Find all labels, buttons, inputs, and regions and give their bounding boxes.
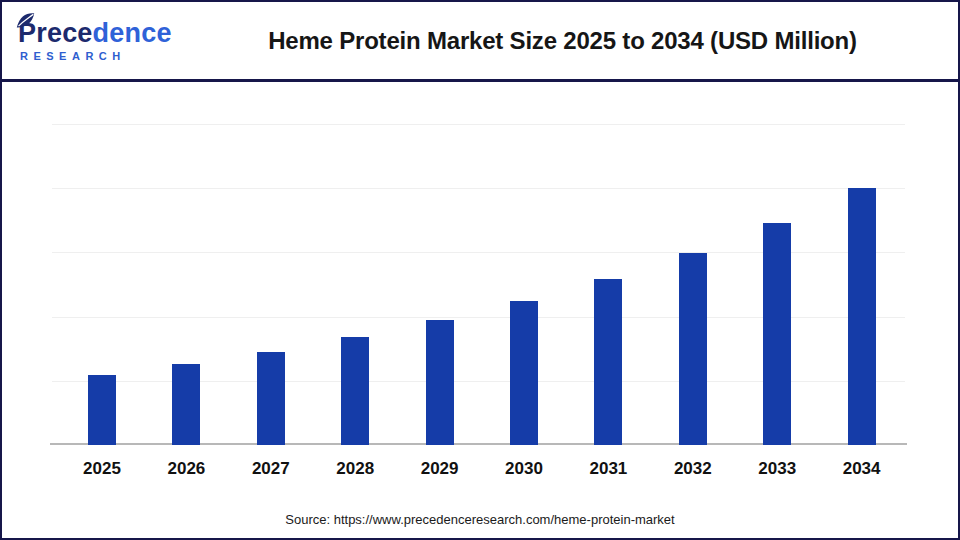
bar-slot-2032: 2032 <box>651 124 735 445</box>
x-axis-label-2028: 2028 <box>313 459 397 479</box>
x-axis-label-2027: 2027 <box>229 459 313 479</box>
bar-slot-2025: 2025 <box>60 124 144 445</box>
precedence-research-logo: Precedence RESEARCH <box>18 14 168 62</box>
plot-area: 2025202620272028202920302031203220332034 <box>52 124 905 445</box>
x-axis-label-2026: 2026 <box>144 459 228 479</box>
logo-subtitle: RESEARCH <box>18 50 168 62</box>
x-axis-label-2029: 2029 <box>398 459 482 479</box>
x-axis-label-2032: 2032 <box>651 459 735 479</box>
header: Precedence RESEARCH Heme Protein Market … <box>2 2 958 79</box>
x-axis-label-2025: 2025 <box>60 459 144 479</box>
x-axis-label-2034: 2034 <box>820 459 904 479</box>
x-axis-label-2030: 2030 <box>482 459 566 479</box>
bar-slot-2029: 2029 <box>398 124 482 445</box>
bar-slot-2030: 2030 <box>482 124 566 445</box>
bar-2025 <box>88 375 116 445</box>
leaf-icon <box>15 10 36 31</box>
bar-2031 <box>594 279 622 445</box>
bar-slot-2028: 2028 <box>313 124 397 445</box>
infographic-page: Precedence RESEARCH Heme Protein Market … <box>0 0 960 540</box>
chart-section: 2025202620272028202920302031203220332034 <box>2 82 958 538</box>
bar-slot-2034: 2034 <box>820 124 904 445</box>
bar-slot-2031: 2031 <box>566 124 650 445</box>
bar-2034 <box>848 188 876 445</box>
page-title: Heme Protein Market Size 2025 to 2034 (U… <box>167 2 958 79</box>
bar-slot-2026: 2026 <box>144 124 228 445</box>
bar-slot-2027: 2027 <box>229 124 313 445</box>
bar-2033 <box>763 223 791 445</box>
bar-2027 <box>257 352 285 445</box>
x-axis-label-2031: 2031 <box>566 459 650 479</box>
bar-2026 <box>172 364 200 445</box>
source-text: Source: https://www.precedenceresearch.c… <box>2 512 958 527</box>
bar-2028 <box>341 337 369 445</box>
bar-slot-2033: 2033 <box>735 124 819 445</box>
bar-2030 <box>510 301 538 445</box>
bar-2029 <box>426 320 454 445</box>
logo-text-secondary: dence <box>93 18 172 48</box>
logo-wordmark: Precedence <box>18 14 168 47</box>
x-axis-label-2033: 2033 <box>735 459 819 479</box>
bar-2032 <box>679 253 707 445</box>
